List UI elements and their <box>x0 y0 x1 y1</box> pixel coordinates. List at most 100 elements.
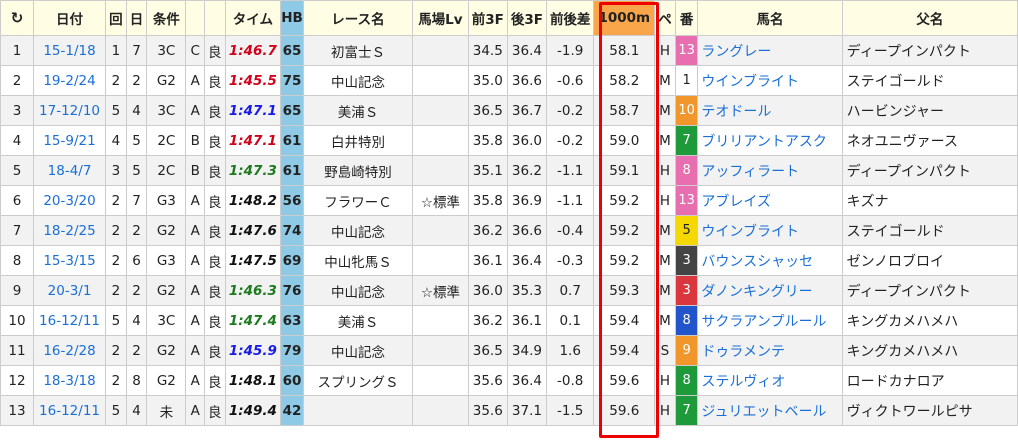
time-cell: 1:46.7 <box>224 35 282 66</box>
kai-cell: 1 <box>105 35 127 66</box>
1000m-cell: 59.4 <box>593 305 656 336</box>
nichi-cell: 4 <box>125 95 148 126</box>
horse-name-link[interactable]: バウンスシャッセ <box>697 245 843 276</box>
table-row: 7 18-2/25 2 2 G2 A 良 1:47.6 74 中山記念 36.2 36.6 -0.4 59… <box>0 215 1018 246</box>
race-date-link[interactable]: 15-3/15 <box>32 245 107 276</box>
race-date-link[interactable]: 20-3/1 <box>32 275 107 306</box>
horse-name-link[interactable]: ジュリエットベール <box>697 395 843 426</box>
track-level-cell <box>412 365 469 396</box>
hb-cell: 75 <box>280 65 304 96</box>
nichi-cell: 4 <box>125 395 148 426</box>
sire-cell: ディープインパクト <box>841 275 1018 306</box>
1000m-cell: 59.4 <box>593 335 656 366</box>
diff-cell: -0.2 <box>545 125 595 156</box>
first-3f-cell: 34.5 <box>467 35 508 66</box>
track-level-cell <box>412 155 469 186</box>
race-date-link[interactable]: 15-9/21 <box>32 125 107 156</box>
race-name-cell: 中山記念 <box>302 65 414 96</box>
race-date-link[interactable]: 16-12/11 <box>32 305 107 336</box>
hb-cell: 63 <box>280 305 304 336</box>
col-1000m[interactable]: 1000m <box>593 0 656 36</box>
col-diff[interactable]: 前後差 <box>545 0 595 36</box>
race-date-link[interactable]: 18-3/18 <box>32 365 107 396</box>
race-date-link[interactable]: 16-12/11 <box>32 395 107 426</box>
diff-cell: 0.1 <box>545 305 595 336</box>
horse-name-link[interactable]: ステルヴィオ <box>697 365 843 396</box>
nichi-cell: 7 <box>125 35 148 66</box>
horse-name-link[interactable]: ダノンキングリー <box>697 275 843 306</box>
horse-name-link[interactable]: サクラアンプルール <box>697 305 843 336</box>
time-cell: 1:45.9 <box>224 335 282 366</box>
horse-number-badge: 8 <box>674 155 699 186</box>
col-hb[interactable]: HB <box>280 0 304 36</box>
hb-cell: 65 <box>280 95 304 126</box>
time-cell: 1:47.3 <box>224 155 282 186</box>
first-3f-cell: 36.0 <box>467 275 508 306</box>
track-level-cell <box>412 395 469 426</box>
col-ban[interactable]: 番 <box>674 0 699 36</box>
race-name-cell: 中山記念 <box>302 335 414 366</box>
horse-name-link[interactable]: ウインブライト <box>697 215 843 246</box>
row-number: 2 <box>0 65 34 96</box>
time-cell: 1:49.4 <box>224 395 282 426</box>
col-race-name[interactable]: レース名 <box>302 0 414 36</box>
horse-name-link[interactable]: ウインブライト <box>697 65 843 96</box>
track-level-cell <box>412 215 469 246</box>
last-3f-cell: 36.2 <box>506 155 548 186</box>
horse-name-link[interactable]: ドゥラメンテ <box>697 335 843 366</box>
time-cell: 1:48.1 <box>224 365 282 396</box>
class-cell: A <box>185 245 205 276</box>
race-name-cell: 野島崎特別 <box>302 155 414 186</box>
last-3f-cell: 36.1 <box>506 305 548 336</box>
race-date-link[interactable]: 20-3/20 <box>32 185 107 216</box>
refresh-button[interactable]: ↻ <box>0 0 34 36</box>
horse-name-link[interactable]: ブリリアントアスク <box>697 125 843 156</box>
pace-cell: H <box>654 185 676 216</box>
col-baba[interactable] <box>203 0 226 36</box>
col-time[interactable]: タイム <box>224 0 282 36</box>
race-date-link[interactable]: 19-2/24 <box>32 65 107 96</box>
pace-cell: H <box>654 395 676 426</box>
first-3f-cell: 36.2 <box>467 215 508 246</box>
class-cell: A <box>185 65 205 96</box>
col-track-level[interactable]: 馬場Lv <box>412 0 469 36</box>
sire-cell: ゼンノロブロイ <box>841 245 1018 276</box>
sire-cell: ハービンジャー <box>841 95 1018 126</box>
baba-cell: 良 <box>203 125 226 156</box>
1000m-cell: 59.2 <box>593 185 656 216</box>
col-horse-name[interactable]: 馬名 <box>697 0 843 36</box>
1000m-cell: 59.3 <box>593 275 656 306</box>
time-cell: 1:47.1 <box>224 95 282 126</box>
col-kai[interactable]: 回 <box>105 0 127 36</box>
horse-name-link[interactable]: アブレイズ <box>697 185 843 216</box>
baba-cell: 良 <box>203 65 226 96</box>
horse-name-link[interactable]: ラングレー <box>697 35 843 66</box>
col-first-3f[interactable]: 前3F <box>467 0 508 36</box>
diff-cell: -0.2 <box>545 95 595 126</box>
track-level-cell <box>412 305 469 336</box>
col-condition[interactable]: 条件 <box>146 0 187 36</box>
1000m-cell: 59.2 <box>593 245 656 276</box>
race-date-link[interactable]: 16-2/28 <box>32 335 107 366</box>
race-date-link[interactable]: 18-4/7 <box>32 155 107 186</box>
horse-name-link[interactable]: アッフィラート <box>697 155 843 186</box>
condition-cell: G2 <box>146 215 187 246</box>
race-date-link[interactable]: 18-2/25 <box>32 215 107 246</box>
race-date-link[interactable]: 15-1/18 <box>32 35 107 66</box>
col-sire[interactable]: 父名 <box>841 0 1018 36</box>
horse-name-link[interactable]: テオドール <box>697 95 843 126</box>
table-row: 6 20-3/20 2 7 G3 A 良 1:48.2 56 フラワーＣ ☆標準 35.8 36.9 -1… <box>0 185 1018 216</box>
nichi-cell: 6 <box>125 245 148 276</box>
class-cell: A <box>185 95 205 126</box>
col-class[interactable] <box>185 0 205 36</box>
horse-number-badge: 13 <box>674 35 699 66</box>
1000m-cell: 59.6 <box>593 395 656 426</box>
col-last-3f[interactable]: 後3F <box>506 0 548 36</box>
col-date[interactable]: 日付 <box>32 0 107 36</box>
kai-cell: 5 <box>105 305 127 336</box>
race-date-link[interactable]: 17-12/10 <box>32 95 107 126</box>
col-nichi[interactable]: 日 <box>125 0 148 36</box>
1000m-cell: 58.1 <box>593 35 656 66</box>
time-cell: 1:45.5 <box>224 65 282 96</box>
col-pace[interactable]: ペ <box>654 0 676 36</box>
